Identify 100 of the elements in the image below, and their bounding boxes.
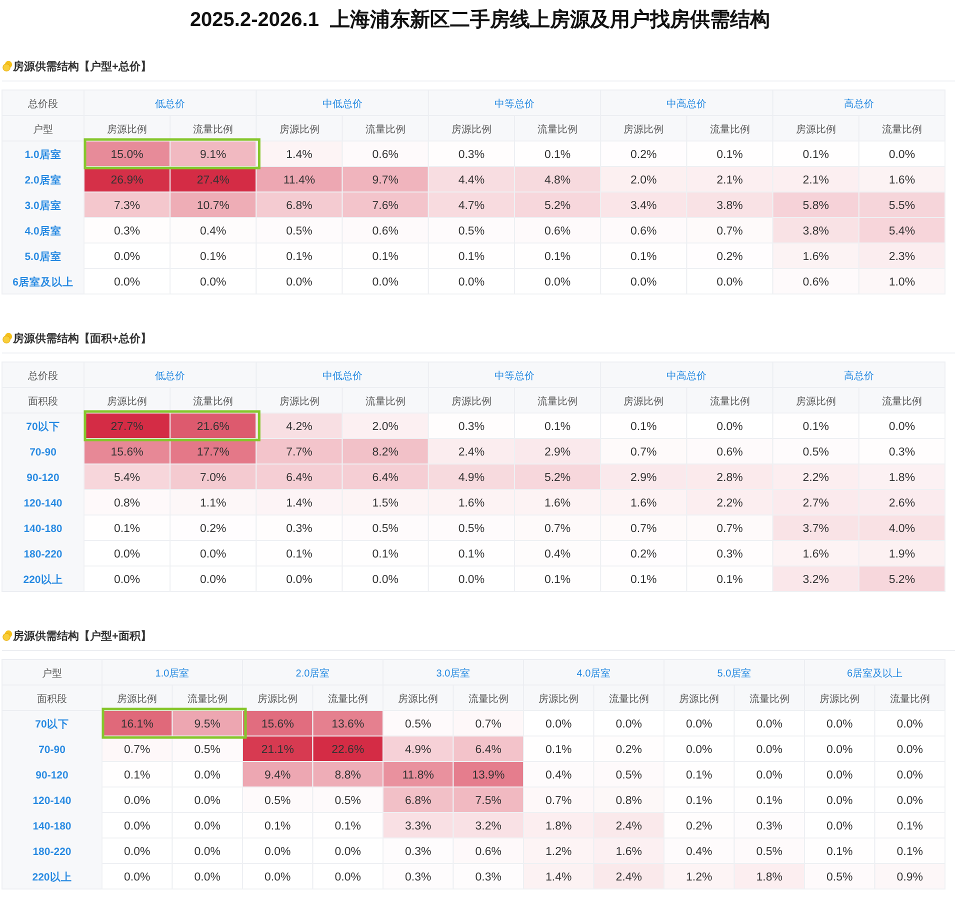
text: 中高总价 bbox=[666, 98, 707, 110]
data-label: 1.5% bbox=[372, 497, 398, 510]
data-label: 13.6% bbox=[332, 718, 364, 730]
data-label: 0.0% bbox=[896, 794, 923, 807]
data-label: 4.9% bbox=[405, 744, 432, 756]
data-label: 0.3% bbox=[888, 446, 916, 458]
data-label: 0.2% bbox=[686, 820, 712, 832]
y-axis-title: 面积段 bbox=[28, 395, 58, 408]
data-label: 0.1% bbox=[372, 250, 398, 263]
x-tick-label: 房源比例 bbox=[451, 395, 492, 408]
y-tick-label: 140-180 bbox=[32, 820, 72, 832]
data-label: 5.2% bbox=[544, 200, 571, 212]
data-label: 0.5% bbox=[826, 871, 853, 884]
y-tick-label: 180-220 bbox=[32, 846, 72, 858]
y-tick-label: 70以下 bbox=[26, 420, 60, 433]
y-tick-label: 180-220 bbox=[24, 548, 62, 560]
data-label: 9.4% bbox=[264, 769, 291, 782]
data-label: 1.1% bbox=[200, 497, 226, 510]
x-tick-label: 流量比例 bbox=[890, 692, 930, 705]
y-tick-label: 70-90 bbox=[38, 744, 66, 756]
data-label: 1.6% bbox=[630, 497, 657, 510]
data-label: 15.6% bbox=[261, 718, 294, 730]
data-label: 0.8% bbox=[114, 497, 140, 510]
data-label: 0.1% bbox=[716, 148, 743, 161]
x-tick-label: 房源比例 bbox=[796, 395, 836, 408]
data-label: 0.6% bbox=[475, 846, 502, 858]
data-label: 6.4% bbox=[372, 472, 398, 484]
data-label: 7.7% bbox=[286, 446, 312, 458]
data-label: 1.8% bbox=[756, 871, 782, 884]
data-label: 0.0% bbox=[114, 574, 140, 586]
data-label: 0.4% bbox=[686, 846, 712, 858]
data-label: 0.1% bbox=[544, 574, 571, 586]
data-label: 0.4% bbox=[546, 769, 572, 782]
chart-subtitle: 房源供需结构【户型+总价】 bbox=[12, 60, 152, 73]
data-label: 0.0% bbox=[200, 548, 226, 560]
data-label: 0.5% bbox=[458, 522, 485, 535]
data-label: 4.0% bbox=[888, 522, 916, 535]
chart-title: 房源供需结构【面积+总价】 bbox=[12, 332, 152, 345]
y-axis-title: 面积段 bbox=[37, 692, 67, 705]
data-label: 0.1% bbox=[630, 574, 657, 586]
data-label: 0.0% bbox=[124, 820, 150, 832]
data-label: 2.7% bbox=[802, 497, 829, 510]
data-label: 2.1% bbox=[716, 174, 743, 186]
x-tick-label: 房源比例 bbox=[107, 123, 148, 136]
data-label: 2.9% bbox=[630, 472, 657, 484]
data-label: 0.7% bbox=[546, 794, 572, 807]
data-label: 0.3% bbox=[716, 548, 743, 560]
data-label: 1.6% bbox=[458, 497, 485, 510]
data-label: 0.6% bbox=[802, 276, 829, 288]
data-label: 0.0% bbox=[544, 276, 571, 288]
data-label: 0.0% bbox=[716, 276, 743, 288]
data-label: 6.8% bbox=[286, 200, 312, 212]
data-label: 0.5% bbox=[458, 225, 485, 238]
data-label: 6.4% bbox=[475, 744, 502, 756]
data-label: 0.1% bbox=[716, 574, 743, 586]
data-label: 27.4% bbox=[196, 174, 230, 186]
x-tick-label: 流量比例 bbox=[749, 692, 790, 705]
data-label: 0.0% bbox=[888, 420, 916, 433]
data-label: 3.4% bbox=[630, 200, 657, 212]
data-label: 0.3% bbox=[458, 148, 485, 161]
x-tick-label: 房源比例 bbox=[398, 692, 438, 705]
data-label: 10.7% bbox=[196, 200, 230, 212]
data-label: 0.1% bbox=[124, 769, 150, 782]
data-label: 0.1% bbox=[458, 250, 485, 263]
data-label: 2.1% bbox=[802, 174, 829, 186]
data-label: 0.3% bbox=[405, 846, 432, 858]
data-label: 0.1% bbox=[372, 548, 398, 560]
data-label: 2.2% bbox=[716, 497, 743, 510]
data-label: 9.1% bbox=[200, 148, 226, 161]
data-label: 0.3% bbox=[458, 420, 485, 433]
data-label: 0.2% bbox=[616, 744, 642, 756]
data-label: 2.2% bbox=[802, 472, 829, 484]
x-tick-label: 房源比例 bbox=[107, 395, 148, 408]
data-label: 0.5% bbox=[405, 718, 432, 730]
x-tick-label: 流量比例 bbox=[538, 395, 578, 408]
data-label: 0.5% bbox=[802, 446, 829, 458]
data-label: 0.0% bbox=[334, 846, 361, 858]
data-label: 0.1% bbox=[896, 820, 923, 832]
data-label: 0.7% bbox=[544, 522, 571, 535]
data-label: 2.4% bbox=[616, 871, 642, 884]
data-label: 4.4% bbox=[458, 174, 485, 186]
data-label: 16.1% bbox=[120, 718, 154, 730]
data-label: 0.0% bbox=[716, 420, 743, 433]
data-label: 3.7% bbox=[802, 522, 829, 535]
data-label: 26.9% bbox=[110, 174, 144, 186]
data-label: 0.0% bbox=[124, 846, 150, 858]
x-tick-label: 流量比例 bbox=[882, 123, 922, 136]
data-label: 0.6% bbox=[630, 225, 657, 238]
data-label: 5.5% bbox=[888, 200, 916, 212]
text: 3.0居室 bbox=[436, 667, 470, 680]
y-tick-label: 2.0居室 bbox=[24, 173, 62, 186]
data-label: 0.0% bbox=[686, 718, 712, 730]
data-label: 0.0% bbox=[286, 276, 312, 288]
data-label: 0.1% bbox=[264, 820, 291, 832]
x-axis-title: 总价段 bbox=[27, 370, 58, 382]
y-axis-title: 户型 bbox=[33, 123, 53, 136]
data-label: 0.0% bbox=[826, 820, 853, 832]
data-label: 0.0% bbox=[896, 718, 923, 730]
data-label: 0.1% bbox=[334, 820, 361, 832]
text: 中低总价 bbox=[322, 98, 362, 110]
